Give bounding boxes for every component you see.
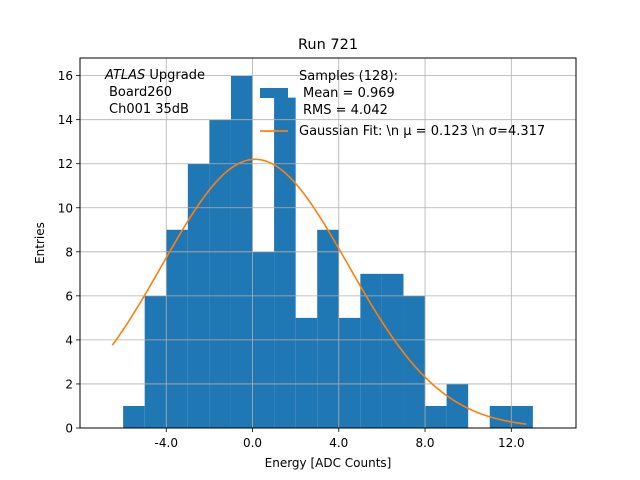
legend-histogram-mean: Mean = 0.969	[303, 86, 395, 101]
histogram-bar	[489, 405, 512, 428]
legend-fit-label: Gaussian Fit: \n μ = 0.123 \n σ=4.317	[299, 124, 545, 139]
histogram-bar	[144, 295, 167, 428]
y-tick-label: 14	[58, 113, 73, 127]
gaussian-fit-curve	[111, 158, 527, 425]
y-tick-label: 6	[65, 289, 73, 303]
legend-histogram-swatch	[260, 88, 288, 98]
histogram-bar	[317, 229, 339, 428]
y-tick-label: 10	[58, 201, 73, 215]
histogram-bar	[360, 273, 382, 428]
histogram-bar	[446, 383, 469, 428]
histogram-bar	[425, 405, 447, 428]
y-tick-label: 0	[65, 422, 73, 436]
y-tick-label: 4	[65, 333, 73, 347]
legend-histogram-rms: RMS = 4.042	[303, 103, 388, 118]
histogram-bar	[166, 229, 188, 428]
y-axis-ticks: 0 2 4 6 8 10 12 14 16	[58, 69, 80, 436]
x-tick-label: 4.0	[329, 436, 348, 450]
histogram-bar	[123, 405, 145, 428]
annotation-experiment: ATLAS	[104, 68, 145, 83]
histogram-bar	[403, 295, 426, 428]
y-tick-label: 16	[58, 69, 73, 83]
atlas-annotation: ATLAS Upgrade Board260 Ch001 35dB	[104, 68, 205, 117]
annotation-line-1: ATLAS Upgrade	[104, 68, 205, 83]
annotation-board: Board260	[109, 85, 172, 100]
x-tick-label: 8.0	[415, 436, 434, 450]
y-tick-label: 2	[65, 377, 73, 391]
histogram-bar	[209, 119, 231, 429]
histogram-bar	[381, 273, 404, 428]
y-tick-label: 8	[65, 245, 73, 259]
x-axis-ticks: -4.0 0.0 4.0 8.0 12.0	[155, 428, 525, 450]
plot-frame	[79, 57, 577, 429]
x-axis-label: Energy [ADC Counts]	[265, 456, 392, 470]
chart-title: Run 721	[298, 37, 358, 53]
annotation-channel: Ch001 35dB	[109, 102, 189, 117]
histogram-bar	[338, 317, 361, 428]
histogram-bar	[511, 405, 533, 428]
histogram-bar	[274, 97, 296, 429]
x-tick-label: 0.0	[243, 436, 262, 450]
legend-histogram-title: Samples (128):	[299, 69, 398, 84]
y-axis-label: Entries	[33, 222, 47, 264]
x-tick-label: -4.0	[155, 436, 178, 450]
legend: Samples (128): Mean = 0.969 RMS = 4.042 …	[260, 69, 545, 139]
y-tick-label: 12	[58, 157, 73, 171]
histogram-bar	[295, 317, 318, 428]
x-tick-label: 12.0	[498, 436, 525, 450]
annotation-upgrade: Upgrade	[145, 68, 205, 83]
